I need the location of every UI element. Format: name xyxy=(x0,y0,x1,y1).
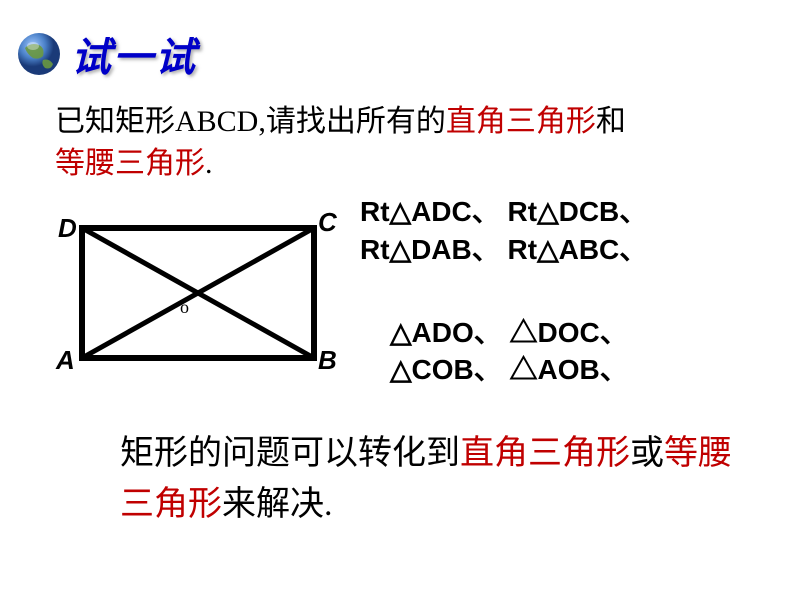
header: 试一试 xyxy=(0,0,794,83)
triangles-list: Rt△ADC、 Rt△DCB、 Rt△DAB、 Rt△ABC、 △ADO、 △D… xyxy=(340,193,647,403)
label-d: D xyxy=(58,213,77,244)
c-p2: 或 xyxy=(630,435,664,472)
label-a: A xyxy=(56,345,75,376)
c-p3: 来解决. xyxy=(222,486,333,523)
conclusion-text: 矩形的问题可以转化到直角三角形或等腰三角形来解决. xyxy=(0,403,794,530)
label-c: C xyxy=(318,207,337,238)
label-o: o xyxy=(180,297,189,318)
c-p1: 矩形的问题可以转化到 xyxy=(120,435,460,472)
globe-icon xyxy=(15,30,63,78)
rt-row2: Rt△DAB、 Rt△ABC、 xyxy=(360,231,647,269)
q-red2: 等腰三角形 xyxy=(55,147,205,180)
iso-row1: △ADO、 △DOC、 xyxy=(390,314,647,352)
label-b: B xyxy=(318,345,337,376)
iso-row2: △COB、 △AOB、 xyxy=(390,351,647,389)
rectangle-diagram: D C A B o xyxy=(40,203,340,403)
q-red1: 直角三角形 xyxy=(446,105,596,138)
slide-title: 试一试 xyxy=(71,25,197,83)
rt-row1: Rt△ADC、 Rt△DCB、 xyxy=(360,193,647,231)
question-text: 已知矩形ABCD,请找出所有的直角三角形和 等腰三角形. xyxy=(0,83,794,185)
q-part3: . xyxy=(205,147,213,180)
q-part1: 已知矩形ABCD,请找出所有的 xyxy=(55,105,446,138)
c-r1: 直角三角形 xyxy=(460,435,630,472)
iso-group: △ADO、 △DOC、 △COB、 △AOB、 xyxy=(360,314,647,390)
q-part2: 和 xyxy=(596,105,626,138)
content-row: D C A B o Rt△ADC、 Rt△DCB、 Rt△DAB、 Rt△ABC… xyxy=(0,185,794,403)
diagram-svg xyxy=(40,203,340,403)
